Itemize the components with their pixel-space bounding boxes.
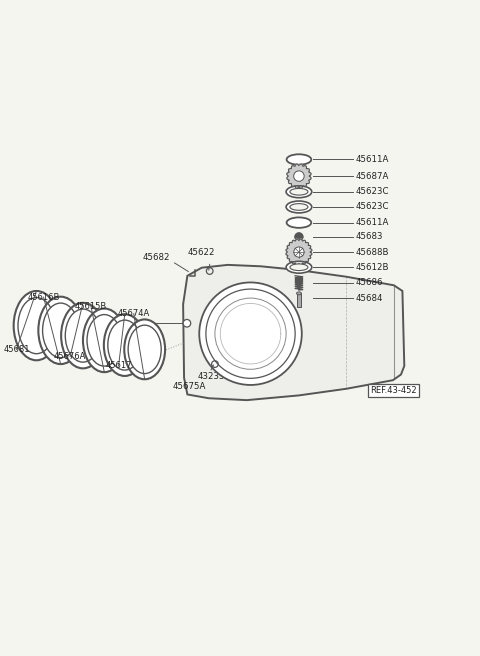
Text: REF.43-452: REF.43-452 [371, 386, 417, 395]
Text: 45681: 45681 [3, 345, 30, 354]
Ellipse shape [38, 297, 83, 364]
Polygon shape [286, 239, 312, 265]
Text: 45686: 45686 [356, 278, 384, 287]
Text: 45623C: 45623C [356, 187, 389, 196]
Ellipse shape [128, 325, 161, 373]
Text: 45674A: 45674A [118, 309, 150, 318]
Text: 45684: 45684 [356, 294, 384, 302]
Ellipse shape [87, 315, 121, 366]
Text: 45622: 45622 [188, 248, 216, 256]
Circle shape [294, 247, 304, 257]
Text: 45612B: 45612B [356, 263, 389, 272]
Circle shape [294, 171, 304, 181]
Ellipse shape [287, 217, 311, 228]
Text: 45611A: 45611A [356, 218, 389, 227]
Ellipse shape [286, 201, 312, 213]
Circle shape [183, 319, 191, 327]
Ellipse shape [18, 298, 55, 354]
Text: 45675A: 45675A [172, 382, 205, 391]
Ellipse shape [65, 309, 101, 362]
Text: 43235: 43235 [197, 372, 225, 380]
Ellipse shape [286, 261, 312, 273]
Ellipse shape [286, 186, 312, 197]
Text: 45687A: 45687A [356, 172, 389, 180]
Text: 45611A: 45611A [356, 155, 389, 164]
Ellipse shape [290, 188, 308, 195]
Bar [297, 293, 301, 306]
Text: 45683: 45683 [356, 232, 384, 241]
Text: 45676A: 45676A [54, 352, 86, 361]
Text: 45623C: 45623C [356, 203, 389, 211]
Polygon shape [183, 265, 404, 400]
Ellipse shape [290, 264, 308, 270]
Ellipse shape [43, 303, 79, 358]
Text: 45616B: 45616B [27, 293, 60, 302]
Ellipse shape [108, 320, 142, 370]
Text: 45688B: 45688B [356, 247, 389, 256]
Polygon shape [287, 164, 311, 188]
Ellipse shape [61, 303, 105, 369]
Text: 45615B: 45615B [75, 302, 107, 311]
Text: 45689: 45689 [84, 319, 114, 328]
Ellipse shape [13, 291, 59, 360]
Ellipse shape [297, 292, 301, 295]
Ellipse shape [83, 308, 126, 372]
Text: 45682: 45682 [143, 253, 170, 262]
Ellipse shape [124, 319, 165, 379]
Circle shape [199, 283, 302, 385]
Circle shape [295, 233, 303, 241]
Ellipse shape [287, 154, 311, 165]
Text: 45617: 45617 [105, 361, 132, 371]
Ellipse shape [290, 203, 308, 211]
Ellipse shape [104, 314, 145, 376]
